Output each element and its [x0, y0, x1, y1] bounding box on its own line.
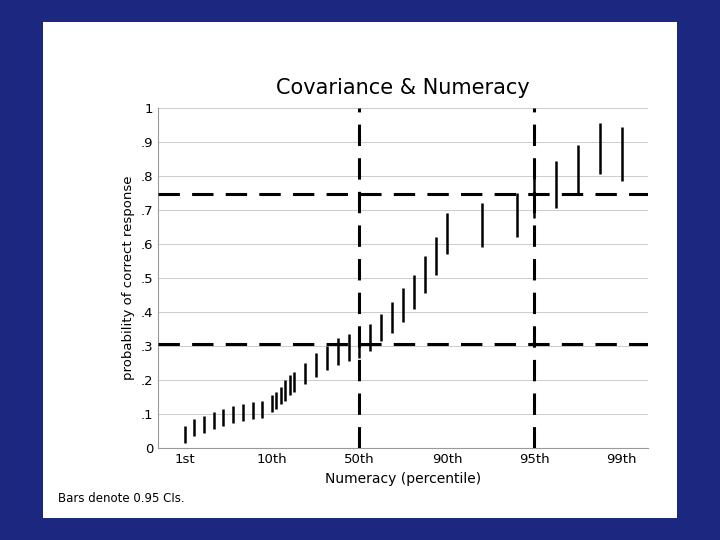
Text: Bars denote 0.95 CIs.: Bars denote 0.95 CIs.: [58, 492, 184, 505]
Title: Covariance & Numeracy: Covariance & Numeracy: [276, 78, 530, 98]
Y-axis label: probability of correct response: probability of correct response: [122, 176, 135, 380]
X-axis label: Numeracy (percentile): Numeracy (percentile): [325, 471, 481, 485]
